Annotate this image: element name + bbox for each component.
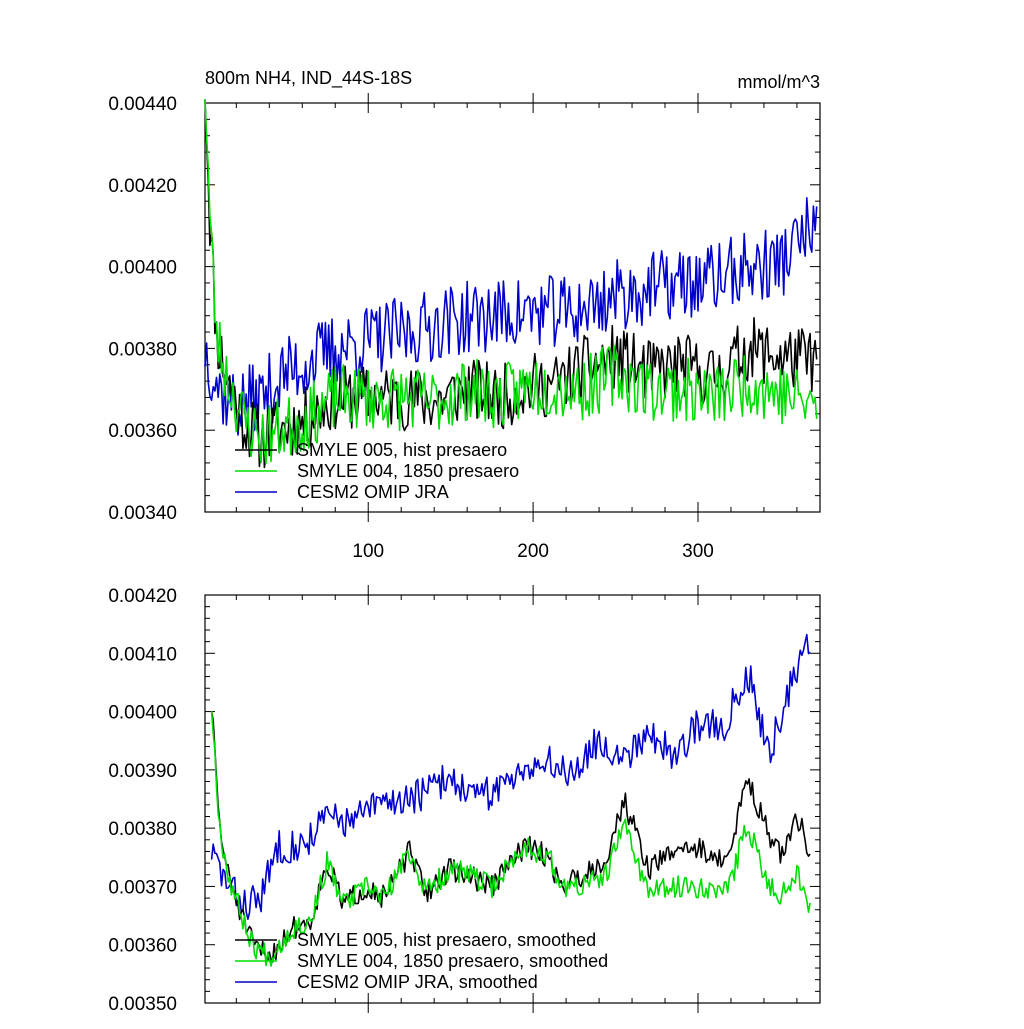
series-line-omip [204, 197, 818, 436]
units-label: mmol/m^3 [738, 72, 820, 92]
series-line-pre1850 [204, 99, 818, 465]
plot-frame [204, 102, 821, 513]
y-tick-label: 0.00360 [108, 936, 177, 957]
y-tick-label: 0.00420 [108, 586, 177, 607]
y-tick-label: 0.00380 [108, 819, 177, 840]
plot-frame [204, 594, 821, 1004]
top-panel: 800m NH4, IND_44S-18S mmol/m^3 0.003400.… [108, 68, 821, 562]
legend-label: SMYLE 005, hist presaero [297, 440, 507, 460]
bottom-panel: 0.00350 0.00360 0.00370 0.00380 0.00390 0.004… [108, 585, 821, 1015]
y-tick-label: 0.00350 [108, 994, 177, 1015]
legend-label: CESM2 OMIP JRA [297, 482, 449, 502]
y-tick-label: 0.00380 [108, 339, 177, 360]
series-line-omip [210, 633, 811, 921]
y-tick-label: 0.00440 [108, 94, 177, 115]
legend-label: CESM2 OMIP JRA, smoothed [297, 972, 538, 992]
y-tick-label: 0.00360 [108, 421, 177, 442]
y-tick-label: 0.00400 [108, 258, 177, 279]
y-tick-label: 0.00370 [108, 877, 177, 898]
x-tick-label: 300 [682, 541, 714, 562]
y-tick-label: 0.00400 [108, 703, 177, 724]
legend-label: SMYLE 005, hist presaero, smoothed [297, 930, 596, 950]
y-tick-label: 0.00390 [108, 761, 177, 782]
top-axes: 0.00340 0.00360 0.00380 0.00400 0.00420 0.004… [108, 93, 821, 562]
series-line-hist [210, 711, 811, 963]
legend-label: SMYLE 004, 1850 presaero, smoothed [297, 951, 608, 971]
y-tick-label: 0.00410 [108, 644, 177, 665]
bottom-legend: SMYLE 005, hist presaero, smoothedSMYLE … [235, 930, 608, 992]
bottom-series-group [210, 633, 811, 967]
y-tick-label: 0.00420 [108, 176, 177, 197]
legend-label: SMYLE 004, 1850 presaero [297, 461, 519, 481]
top-series-group [204, 99, 818, 469]
y-tick-label: 0.00340 [108, 503, 177, 524]
series-line-pre1850 [210, 711, 811, 967]
chart-title: 800m NH4, IND_44S-18S [205, 68, 412, 89]
x-tick-label: 100 [352, 541, 384, 562]
x-tick-label: 200 [517, 541, 549, 562]
bottom-axes: 0.00350 0.00360 0.00370 0.00380 0.00390 0.004… [108, 585, 821, 1015]
